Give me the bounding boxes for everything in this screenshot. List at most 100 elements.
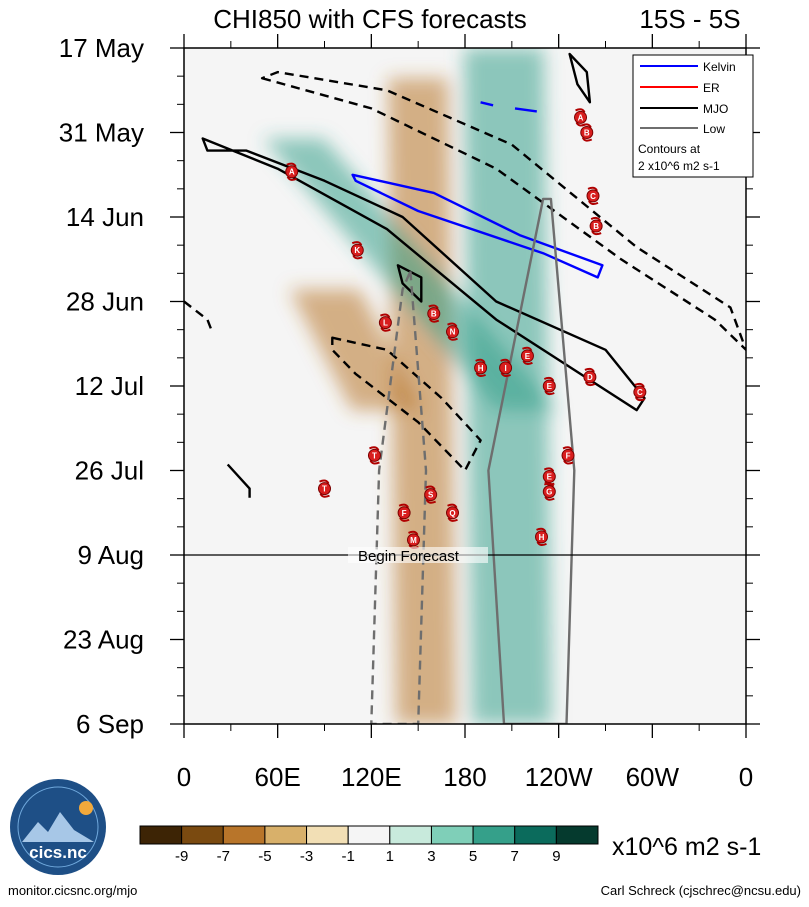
legend-label-kelvin: Kelvin [703, 60, 736, 74]
storm-marker: S [424, 485, 438, 504]
storm-marker: E [520, 346, 534, 365]
y-tick-label: 12 Jul [75, 371, 144, 401]
colorbar-units: x10^6 m2 s-1 [612, 833, 761, 861]
contour-low-11 [487, 197, 576, 724]
colorbar-tick-label: -7 [217, 848, 230, 865]
x-tick-label: 0 [739, 762, 753, 792]
storm-label: E [547, 382, 553, 391]
storm-label: F [566, 451, 571, 460]
storm-marker: B [589, 216, 603, 236]
storm-marker: A [574, 108, 588, 127]
storm-swirl [425, 485, 437, 504]
storm-dot [285, 165, 299, 179]
storm-marker: T [367, 446, 381, 465]
storm-swirl [562, 446, 574, 465]
storm-label: M [410, 536, 417, 545]
contour-layer [184, 52, 746, 724]
region-label: 15S - 5S [639, 4, 740, 34]
storm-dot [424, 488, 438, 502]
contour-low-10 [370, 270, 428, 724]
colorbar-tick-label: -9 [175, 848, 188, 865]
colorbar-tick-label: 7 [511, 848, 519, 865]
storm-dot [633, 385, 647, 399]
storm-label: A [578, 113, 584, 122]
logo-mountains [22, 812, 94, 842]
logo-ring [17, 786, 99, 868]
storm-dot [350, 243, 364, 257]
colorbar-swatch [181, 825, 224, 845]
contour-kelvin-1 [514, 107, 537, 113]
contour-kelvin-0 [351, 173, 604, 279]
colorbar-swatch [222, 825, 266, 845]
storm-dot [446, 506, 460, 520]
colorbar-tick-label: -5 [258, 848, 271, 865]
storm-dot [367, 448, 381, 462]
contour-mjo-3 [201, 137, 646, 412]
colorbar-swatch [430, 825, 474, 845]
colorbar-swatch [264, 825, 308, 845]
storm-label: G [546, 488, 552, 497]
storm-marker: D [583, 367, 597, 387]
storm-dot [589, 219, 603, 233]
colorbar-swatch [139, 825, 183, 845]
storm-dot [586, 189, 600, 203]
contour-mjo-7 [260, 70, 746, 351]
legend-label-mjo: MJO [703, 102, 728, 116]
x-tick-label: 60W [626, 762, 680, 792]
storm-label: E [525, 352, 531, 361]
storm-marker: G [542, 482, 556, 501]
storm-dot [580, 126, 594, 139]
legend-note-2: 2 x10^6 m2 s-1 [638, 159, 720, 173]
storm-marker: T [318, 479, 331, 498]
y-tick-label: 23 Aug [63, 625, 144, 655]
y-tick-label: 31 May [59, 118, 144, 148]
legend-label-er: ER [703, 81, 720, 95]
storm-label: K [354, 246, 360, 255]
storm-marker: C [586, 186, 600, 205]
storm-swirl [500, 358, 511, 378]
storm-swirl [543, 376, 555, 396]
storm-dot [406, 533, 420, 547]
storm-dot [446, 325, 460, 339]
storm-swirl [398, 503, 410, 522]
logo-text: cics.nc [29, 843, 87, 862]
anomaly-band-dry [289, 289, 422, 411]
legend-label-low: Low [703, 122, 725, 136]
storm-label: Q [449, 509, 455, 518]
storm-swirl [536, 527, 547, 547]
chart-title: CHI850 with CFS forecasts [213, 4, 527, 34]
storm-swirl [590, 216, 602, 236]
storm-dot [499, 361, 513, 375]
contour-mjo-4 [568, 52, 592, 104]
colorbar-swatch [514, 825, 557, 845]
storm-swirl [447, 503, 458, 522]
colorbar-tick-label: 5 [469, 848, 477, 865]
footer-url[interactable]: monitor.cicsnc.org/mjo [8, 883, 138, 898]
storm-marker: B [580, 123, 594, 142]
contour-mjo-9 [184, 300, 214, 333]
y-tick-label: 17 May [59, 33, 144, 63]
storm-dot [318, 482, 331, 496]
colorbar-swatch [306, 825, 349, 845]
contour-mjo-8 [331, 336, 482, 472]
storm-marker: E [542, 467, 556, 486]
storm-marker: H [474, 358, 488, 378]
storm-marker: E [542, 376, 556, 396]
x-tick-label: 120E [341, 762, 402, 792]
colorbar-tick-label: -3 [300, 848, 313, 865]
storm-marker: Q [446, 503, 460, 522]
storm-swirl [587, 186, 599, 205]
x-tick-label: 60E [255, 762, 301, 792]
storm-swirl [543, 482, 555, 501]
y-tick-label: 26 Jul [75, 456, 144, 486]
storm-swirl [584, 367, 596, 387]
contour-mjo-5 [396, 264, 423, 303]
colorbar-tick-label: -1 [342, 848, 355, 865]
storm-marker: F [561, 446, 575, 465]
colorbar-tick-label: 1 [386, 848, 394, 865]
storm-label: L [383, 319, 388, 328]
x-tick-label: 0 [177, 762, 191, 792]
forecast-label: Begin Forecast [358, 548, 460, 565]
